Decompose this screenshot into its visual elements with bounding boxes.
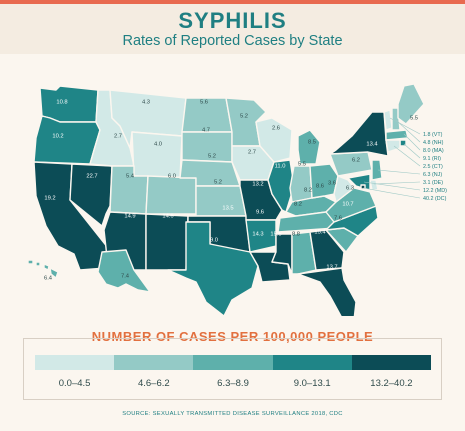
label-MT: 4.3 bbox=[142, 100, 150, 106]
label-HI: 6.4 bbox=[44, 276, 53, 282]
us-map: 10.8 10.2 19.2 22.7 2.7 4.3 4.0 5.4 14.9… bbox=[0, 56, 465, 316]
label-CA: 19.2 bbox=[44, 196, 55, 202]
northeast-label-MA: 8.0 (MA) bbox=[423, 148, 444, 154]
label-NY: 13.4 bbox=[366, 142, 378, 148]
label-SC: 7.6 bbox=[334, 216, 342, 222]
label-NE: 5.2 bbox=[208, 154, 216, 160]
state-AK bbox=[97, 249, 151, 293]
label-OH: 8.6 bbox=[316, 184, 324, 190]
label-TN: 8.2 bbox=[294, 202, 302, 208]
state-IL bbox=[267, 159, 295, 213]
label-CO: 6.0 bbox=[168, 174, 176, 180]
state-NY bbox=[329, 111, 389, 157]
legend-range-5: 13.2–40.2 bbox=[370, 378, 413, 389]
northeast-label-VT: 1.8 (VT) bbox=[423, 132, 443, 138]
label-FL: 13.7 bbox=[326, 265, 337, 271]
label-MS: 15.5 bbox=[270, 232, 281, 238]
label-KY: 8.2 bbox=[304, 188, 312, 194]
label-WY: 4.0 bbox=[154, 142, 162, 148]
northeast-label-DC: 40.2 (DC) bbox=[423, 196, 447, 202]
label-KS: 5.2 bbox=[214, 180, 222, 186]
label-IA: 2.7 bbox=[248, 150, 256, 156]
state-WY bbox=[131, 131, 183, 179]
label-NV: 22.7 bbox=[86, 174, 97, 180]
label-IL: 11.0 bbox=[275, 164, 286, 170]
state-KS bbox=[195, 185, 247, 217]
label-AZ: 14.9 bbox=[124, 214, 135, 220]
legend-range-1: 0.0–4.5 bbox=[58, 378, 91, 389]
label-UT: 5.4 bbox=[126, 174, 135, 180]
northeast-label-NJ: 6.3 (NJ) bbox=[423, 172, 442, 178]
label-ID: 2.7 bbox=[114, 134, 122, 140]
label-LA: 14.3 bbox=[252, 232, 263, 238]
label-OK: 13.5 bbox=[222, 206, 233, 212]
state-GA bbox=[309, 229, 345, 271]
label-NC: 10.7 bbox=[342, 202, 353, 208]
state-VT bbox=[383, 109, 393, 131]
state-AL bbox=[291, 231, 317, 275]
page-title: SYPHILIS bbox=[178, 8, 287, 33]
state-IN bbox=[289, 165, 313, 203]
legend-title: NUMBER OF CASES PER 100,000 PEOPLE bbox=[91, 329, 374, 344]
legend-swatch-1 bbox=[35, 355, 115, 370]
state-MI bbox=[297, 129, 321, 165]
legend-color-scale bbox=[35, 355, 432, 370]
label-MI: 8.5 bbox=[308, 140, 316, 146]
label-WI: 2.6 bbox=[272, 126, 280, 132]
state-TX bbox=[167, 221, 259, 316]
state-PA bbox=[329, 151, 373, 177]
label-WA: 10.8 bbox=[56, 100, 67, 106]
state-WI bbox=[255, 117, 293, 163]
page-subtitle: Rates of Reported Cases by State bbox=[122, 33, 343, 49]
state-FL bbox=[297, 267, 357, 316]
state-HI bbox=[27, 259, 59, 279]
label-SD: 4.7 bbox=[202, 128, 210, 134]
state-WV bbox=[333, 175, 355, 203]
label-AK: 7.4 bbox=[121, 274, 130, 280]
state-CO bbox=[145, 175, 197, 215]
legend-swatch-2 bbox=[114, 355, 194, 370]
state-NM bbox=[145, 213, 189, 271]
state-OR bbox=[33, 115, 101, 165]
legend-ranges: 0.0–4.5 4.6–6.2 6.3–8.9 9.0–13.1 13.2–40… bbox=[35, 378, 431, 389]
state-DE bbox=[369, 179, 379, 191]
state-WA bbox=[39, 85, 99, 123]
header-band bbox=[0, 4, 465, 54]
label-VA: 6.3 bbox=[346, 186, 354, 192]
legend-swatch-4 bbox=[272, 355, 352, 370]
label-OR: 10.2 bbox=[52, 134, 63, 140]
label-AL: 8.8 bbox=[292, 232, 300, 238]
label-IN: 5.5 bbox=[298, 162, 306, 168]
state-NJ bbox=[371, 159, 383, 181]
state-ME bbox=[397, 83, 425, 125]
northeast-label-NH: 4.8 (NH) bbox=[423, 140, 444, 146]
source-note: SOURCE: SEXUALLY TRANSMITTED DISEASE SUR… bbox=[122, 411, 343, 417]
legend-range-2: 4.6–6.2 bbox=[137, 378, 170, 389]
label-MN: 5.2 bbox=[240, 114, 248, 120]
legend-range-3: 6.3–8.9 bbox=[217, 378, 249, 389]
label-PA: 6.2 bbox=[352, 158, 360, 164]
label-NM: 14.6 bbox=[162, 214, 173, 220]
label-ND: 5.6 bbox=[200, 100, 208, 106]
label-TX: 9.0 bbox=[210, 238, 218, 244]
northeast-label-DE: 3.1 (DE) bbox=[423, 180, 443, 186]
legend-range-4: 9.0–13.1 bbox=[293, 378, 331, 389]
legend-frame bbox=[23, 338, 442, 400]
northeast-label-MD: 12.2 (MD) bbox=[423, 188, 447, 194]
northeast-leader-lines bbox=[362, 117, 421, 199]
label-GA: 15.4 bbox=[314, 230, 326, 236]
label-ME: 5.5 bbox=[410, 116, 418, 122]
northeast-label-RI: 9.1 (RI) bbox=[423, 156, 441, 162]
label-WV: 3.6 bbox=[328, 181, 336, 187]
northeast-label-CT: 2.5 (CT) bbox=[423, 164, 443, 170]
top-accent-bar bbox=[0, 0, 465, 4]
legend-swatch-3 bbox=[193, 355, 273, 370]
state-CT bbox=[385, 139, 401, 153]
label-MO: 13.2 bbox=[252, 182, 263, 188]
legend-swatch-5 bbox=[351, 355, 432, 370]
label-AR: 9.6 bbox=[256, 210, 264, 216]
